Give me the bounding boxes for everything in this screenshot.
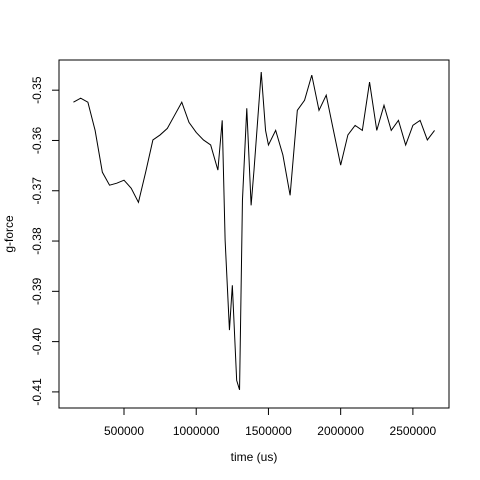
y-tick-label: -0.39 [30, 277, 44, 305]
x-tick-label: 1500000 [245, 424, 292, 438]
x-axis-label: time (us) [231, 450, 278, 464]
y-tick-label: -0.36 [30, 126, 44, 154]
y-tick-label: -0.35 [30, 76, 44, 104]
x-tick-label: 1000000 [173, 424, 220, 438]
y-axis-label: g-force [2, 215, 16, 253]
y-tick-label: -0.41 [30, 378, 44, 406]
plot-box [58, 59, 450, 409]
y-tick-label: -0.38 [30, 227, 44, 255]
data-line [73, 72, 435, 391]
x-tick-label: 500000 [104, 424, 144, 438]
x-tick-label: 2500000 [390, 424, 437, 438]
y-tick-label: -0.37 [30, 177, 44, 205]
y-tick-label: -0.40 [30, 328, 44, 356]
x-tick-label: 2000000 [317, 424, 364, 438]
